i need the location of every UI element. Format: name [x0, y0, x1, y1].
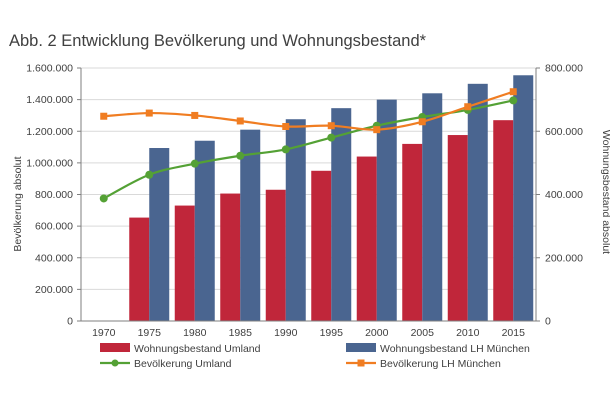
- point-1-1995: [327, 122, 335, 130]
- y2-tick-label: 200.000: [545, 252, 583, 264]
- axes: [77, 67, 540, 322]
- legend: Wohnungsbestand Umland Wohnungsbestand LH…: [100, 343, 530, 370]
- bar-0-1995: [311, 170, 332, 321]
- point-1-1970: [100, 112, 108, 120]
- point-0-1990: [281, 145, 290, 154]
- y-tick-label: 1.400.000: [26, 94, 73, 106]
- point-1-1980: [191, 111, 199, 119]
- y2-tick-label: 600.000: [545, 126, 583, 138]
- legend-label-2: Bevölkerung Umland: [134, 358, 232, 370]
- bar-0-1975: [129, 217, 150, 321]
- x-tick-label: 2005: [411, 327, 435, 339]
- x-tick-label: 2015: [502, 327, 526, 339]
- legend-swatch-0: [100, 343, 130, 352]
- y-tick-label: 400.000: [35, 252, 73, 264]
- y-tick-label: 0: [67, 316, 73, 328]
- chart-title: Abb. 2 Entwicklung Bevölkerung und Wohnu…: [9, 32, 427, 50]
- x-tick-label: 1990: [274, 327, 298, 339]
- legend-label-1: Wohnungsbestand LH München: [380, 343, 530, 355]
- y2-tick-label: 400.000: [545, 189, 583, 201]
- bar-1-1985: [240, 129, 261, 321]
- line-group: [99, 88, 518, 203]
- point-0-1980: [190, 159, 199, 168]
- legend-marker-3: [357, 359, 365, 367]
- bar-0-2005: [402, 143, 423, 321]
- y-tick-label: 200.000: [35, 284, 73, 296]
- bar-1-1980: [194, 140, 215, 321]
- y2-tick-label: 800.000: [545, 63, 583, 75]
- bar-1-1975: [149, 148, 170, 321]
- point-0-1975: [145, 170, 154, 179]
- bar-0-1985: [220, 193, 241, 321]
- point-1-1990: [282, 123, 290, 131]
- point-1-2005: [418, 118, 426, 126]
- point-0-1995: [327, 133, 336, 142]
- point-1-1985: [236, 117, 244, 125]
- bar-1-2000: [376, 99, 397, 321]
- bar-0-2010: [447, 135, 468, 321]
- bar-1-2010: [467, 83, 488, 321]
- point-0-2015: [509, 96, 518, 105]
- point-1-1975: [145, 109, 153, 117]
- point-1-2010: [464, 103, 472, 111]
- y2-axis-label: Wohnungsbestand absolut: [600, 130, 610, 254]
- y-axis-label: Bevölkerung absolut: [12, 156, 24, 251]
- point-0-1970: [99, 194, 108, 203]
- bar-0-2000: [356, 156, 377, 321]
- legend-label-0: Wohnungsbestand Umland: [134, 343, 261, 355]
- legend-label-3: Bevölkerung LH München: [380, 358, 501, 370]
- tick-labels: 0 200.000 400.000 600.000 800.000 1.000.000 1.…: [26, 63, 583, 340]
- y-tick-label: 800.000: [35, 189, 73, 201]
- x-tick-label: 1970: [92, 327, 116, 339]
- point-0-1985: [236, 151, 245, 160]
- bar-group: [129, 75, 534, 322]
- y-tick-label: 600.000: [35, 221, 73, 233]
- bar-1-2015: [513, 75, 534, 322]
- bar-1-2005: [422, 93, 443, 321]
- bar-1-1995: [331, 108, 352, 321]
- x-tick-label: 1995: [320, 327, 344, 339]
- point-1-2015: [509, 88, 517, 96]
- x-tick-label: 1975: [138, 327, 162, 339]
- legend-marker-2: [111, 359, 119, 367]
- x-tick-label: 1985: [229, 327, 253, 339]
- point-1-2000: [373, 126, 381, 134]
- x-tick-label: 1980: [183, 327, 207, 339]
- line-series-1: [103, 90, 514, 131]
- y-tick-label: 1.200.000: [26, 126, 73, 138]
- y2-tick-label: 0: [545, 316, 551, 328]
- y-tick-label: 1.000.000: [26, 157, 73, 169]
- x-tick-label: 2000: [365, 327, 389, 339]
- bar-1-1990: [285, 119, 306, 321]
- y-tick-label: 1.600.000: [26, 63, 73, 75]
- bar-0-1980: [174, 205, 195, 321]
- legend-swatch-1: [346, 343, 376, 352]
- bar-0-2015: [493, 120, 514, 322]
- bar-0-1990: [265, 189, 286, 321]
- x-tick-label: 2010: [456, 327, 480, 339]
